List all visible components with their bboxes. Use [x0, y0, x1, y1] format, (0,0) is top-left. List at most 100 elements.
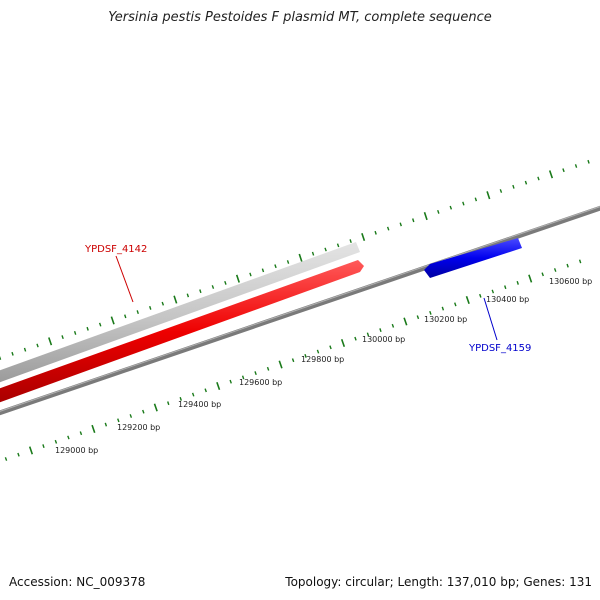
minor-tick [161, 301, 165, 306]
minor-tick [566, 263, 569, 268]
major-tick [216, 381, 221, 391]
minor-tick [204, 388, 207, 393]
minor-tick [587, 159, 590, 164]
minor-tick [36, 343, 39, 348]
minor-tick [249, 272, 252, 277]
minor-tick [98, 322, 102, 327]
minor-tick [304, 353, 307, 358]
minor-tick [186, 293, 190, 298]
minor-tick [241, 375, 245, 380]
minor-tick [479, 293, 482, 298]
minor-tick [4, 457, 8, 461]
minor-tick [316, 349, 320, 354]
minor-tick [324, 247, 327, 252]
minor-tick [229, 379, 232, 384]
minor-tick [416, 315, 420, 320]
minor-tick [578, 259, 582, 264]
minor-tick [562, 168, 565, 173]
minor-tick [391, 323, 395, 328]
minor-tick [23, 347, 27, 352]
minor-tick [261, 268, 265, 273]
minor-tick [17, 452, 20, 457]
minor-tick [553, 268, 557, 272]
minor-tick [11, 351, 14, 356]
minor-tick [329, 345, 332, 350]
tick-label: 129400 bp [178, 400, 221, 409]
major-tick [403, 317, 408, 326]
minor-tick [73, 330, 77, 335]
backbone-ring-highlight [0, 206, 600, 412]
minor-tick [462, 201, 465, 206]
major-tick [110, 316, 115, 325]
minor-tick [124, 314, 127, 319]
minor-tick [211, 285, 215, 289]
major-tick [340, 338, 346, 348]
minor-tick [379, 328, 382, 333]
gene-label-pointer-4159 [483, 297, 498, 341]
minor-tick [274, 264, 277, 269]
major-tick [486, 191, 491, 200]
major-tick [91, 424, 96, 433]
tick-label: 129000 bp [55, 446, 98, 455]
minor-tick [429, 310, 432, 315]
minor-tick [399, 222, 402, 227]
minor-tick [191, 392, 195, 397]
gene-label-ypdsf-4159: YPDSF_4159 [468, 343, 531, 354]
minor-tick [61, 335, 64, 340]
minor-tick [167, 401, 170, 406]
tick-labels: 129000 bp 129200 bp 129400 bp 129600 bp … [55, 277, 592, 455]
gene-ypdsf-4142[interactable] [0, 260, 364, 404]
minor-tick [0, 356, 2, 360]
gene-label-pointer-4142 [115, 255, 134, 303]
minor-tick [437, 209, 440, 214]
tick-label: 130000 bp [362, 335, 405, 344]
minor-tick [336, 243, 340, 248]
minor-tick [136, 310, 139, 315]
major-tick [423, 212, 428, 221]
minor-tick [179, 396, 182, 401]
minor-tick [54, 439, 58, 444]
minor-tick [311, 251, 315, 256]
minor-tick [42, 444, 45, 449]
minor-tick [412, 218, 415, 223]
major-tick [298, 253, 303, 262]
major-tick [361, 232, 366, 241]
minor-tick [504, 285, 507, 290]
gene-grey-band[interactable] [0, 242, 360, 384]
minor-tick [499, 189, 503, 193]
minor-tick [474, 197, 478, 202]
minor-tick [537, 176, 540, 181]
major-tick [548, 170, 554, 179]
gene-ypdsf-4159[interactable] [424, 238, 522, 278]
minor-tick [86, 326, 89, 331]
major-tick [528, 274, 533, 283]
major-tick [173, 295, 178, 304]
minor-tick [142, 409, 145, 414]
minor-tick [149, 305, 152, 310]
tick-label: 130600 bp [549, 277, 592, 286]
backbone-ring [0, 205, 600, 416]
major-tick [278, 360, 283, 369]
major-tick [153, 403, 158, 412]
minor-tick [104, 422, 108, 427]
minor-tick [79, 431, 83, 436]
tick-label: 130400 bp [486, 295, 529, 304]
minor-tick [512, 184, 515, 189]
minor-tick [199, 289, 202, 294]
minor-tick [349, 239, 352, 244]
major-tick [235, 274, 240, 283]
minor-tick [524, 180, 528, 185]
major-tick [28, 446, 34, 455]
major-tick [48, 337, 53, 346]
minor-tick [266, 366, 270, 371]
summary-text: Topology: circular; Length: 137,010 bp; … [285, 575, 592, 589]
minor-tick [541, 272, 544, 277]
minor-tick [254, 371, 257, 376]
minor-tick [374, 230, 377, 235]
minor-tick [454, 302, 457, 307]
minor-tick [386, 226, 390, 231]
minor-tick [354, 336, 357, 341]
tick-label: 129600 bp [239, 378, 282, 387]
minor-tick [224, 280, 227, 285]
minor-tick [117, 418, 120, 423]
